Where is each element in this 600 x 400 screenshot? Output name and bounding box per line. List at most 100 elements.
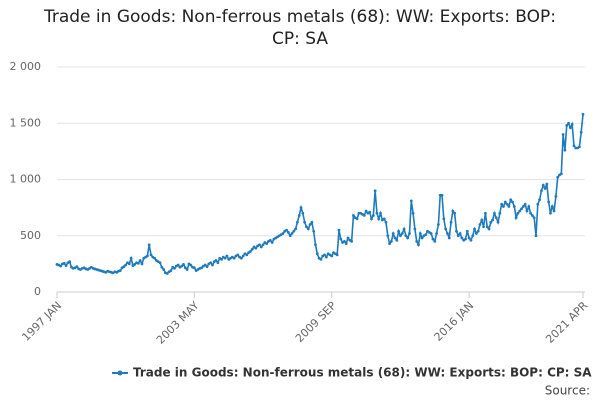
data-point — [527, 205, 531, 208]
data-point — [391, 232, 395, 235]
data-point — [352, 214, 355, 217]
data-point — [305, 225, 308, 229]
data-point — [379, 211, 382, 215]
data-point — [577, 145, 581, 149]
data-point — [568, 126, 572, 130]
data-point — [292, 229, 296, 233]
data-point — [290, 232, 294, 235]
data-point — [512, 205, 516, 208]
data-point — [529, 211, 532, 215]
x-tick-label: 1997 JAN — [19, 299, 64, 344]
data-point — [538, 198, 542, 202]
data-point — [209, 261, 213, 265]
data-point — [505, 202, 509, 206]
data-point — [581, 112, 585, 116]
data-point — [245, 253, 249, 257]
data-point — [556, 175, 560, 179]
data-point — [453, 211, 457, 215]
data-point — [315, 252, 319, 256]
data-point — [339, 237, 343, 241]
data-point — [68, 260, 72, 264]
data-point — [511, 200, 514, 204]
data-point — [211, 263, 214, 267]
data-point — [165, 272, 169, 275]
data-point — [285, 228, 288, 232]
data-point — [371, 214, 375, 217]
data-point — [239, 256, 243, 260]
data-point — [523, 202, 527, 206]
data-point — [314, 243, 317, 247]
data-point — [382, 217, 386, 221]
data-point — [153, 256, 157, 260]
data-point — [355, 217, 359, 221]
data-point — [500, 202, 504, 206]
y-tick-label: 500 — [20, 229, 41, 242]
data-point — [451, 209, 455, 213]
data-point — [286, 230, 290, 234]
data-point — [75, 265, 79, 269]
data-point — [216, 261, 220, 265]
data-point — [225, 254, 229, 258]
series-line — [56, 114, 584, 275]
data-point — [124, 263, 128, 267]
data-point — [525, 209, 529, 213]
data-point — [444, 227, 448, 231]
data-point — [281, 232, 285, 235]
data-point — [521, 205, 525, 208]
data-point — [297, 214, 301, 217]
data-point — [312, 229, 316, 233]
data-point — [399, 234, 402, 238]
data-point — [147, 243, 151, 247]
data-point — [62, 261, 66, 265]
data-point — [502, 205, 505, 208]
data-point — [158, 261, 162, 265]
data-point — [258, 243, 261, 247]
data-point — [447, 236, 451, 240]
x-tick-label: 2009 SEP — [293, 299, 339, 345]
data-point — [570, 122, 574, 126]
data-point — [180, 264, 184, 268]
legend-item: Trade in Goods: Non-ferrous metals (68):… — [112, 366, 592, 380]
data-point — [567, 121, 570, 125]
data-point — [433, 239, 437, 243]
data-point — [545, 182, 549, 186]
data-point — [549, 211, 552, 215]
data-point — [464, 237, 467, 241]
data-point — [456, 234, 460, 238]
data-point — [565, 124, 569, 127]
data-point — [310, 220, 314, 224]
data-point — [400, 232, 404, 235]
data-point — [440, 193, 444, 197]
data-point — [254, 246, 258, 250]
data-point — [460, 236, 464, 240]
data-point — [223, 256, 227, 260]
data-point — [552, 209, 556, 213]
data-point — [561, 133, 565, 136]
data-point — [122, 265, 126, 269]
data-point — [480, 218, 484, 222]
data-point — [449, 220, 453, 224]
legend-symbol-dot — [117, 370, 123, 376]
data-point — [496, 220, 500, 224]
data-point — [406, 236, 410, 240]
data-point — [415, 239, 419, 243]
data-point — [493, 211, 496, 215]
data-point — [364, 209, 368, 213]
data-point — [268, 238, 272, 242]
data-point — [471, 234, 475, 238]
data-point — [214, 259, 218, 262]
data-point — [503, 200, 507, 204]
data-point — [173, 266, 176, 270]
data-point — [520, 207, 523, 211]
data-point — [323, 253, 326, 257]
data-point — [330, 254, 334, 258]
data-point — [294, 227, 297, 231]
data-point — [350, 239, 354, 243]
data-point — [344, 242, 348, 246]
data-point — [149, 253, 153, 257]
data-point — [408, 232, 411, 235]
data-point — [442, 217, 446, 221]
data-point — [236, 253, 240, 257]
data-point — [579, 130, 583, 134]
data-point — [518, 209, 522, 213]
